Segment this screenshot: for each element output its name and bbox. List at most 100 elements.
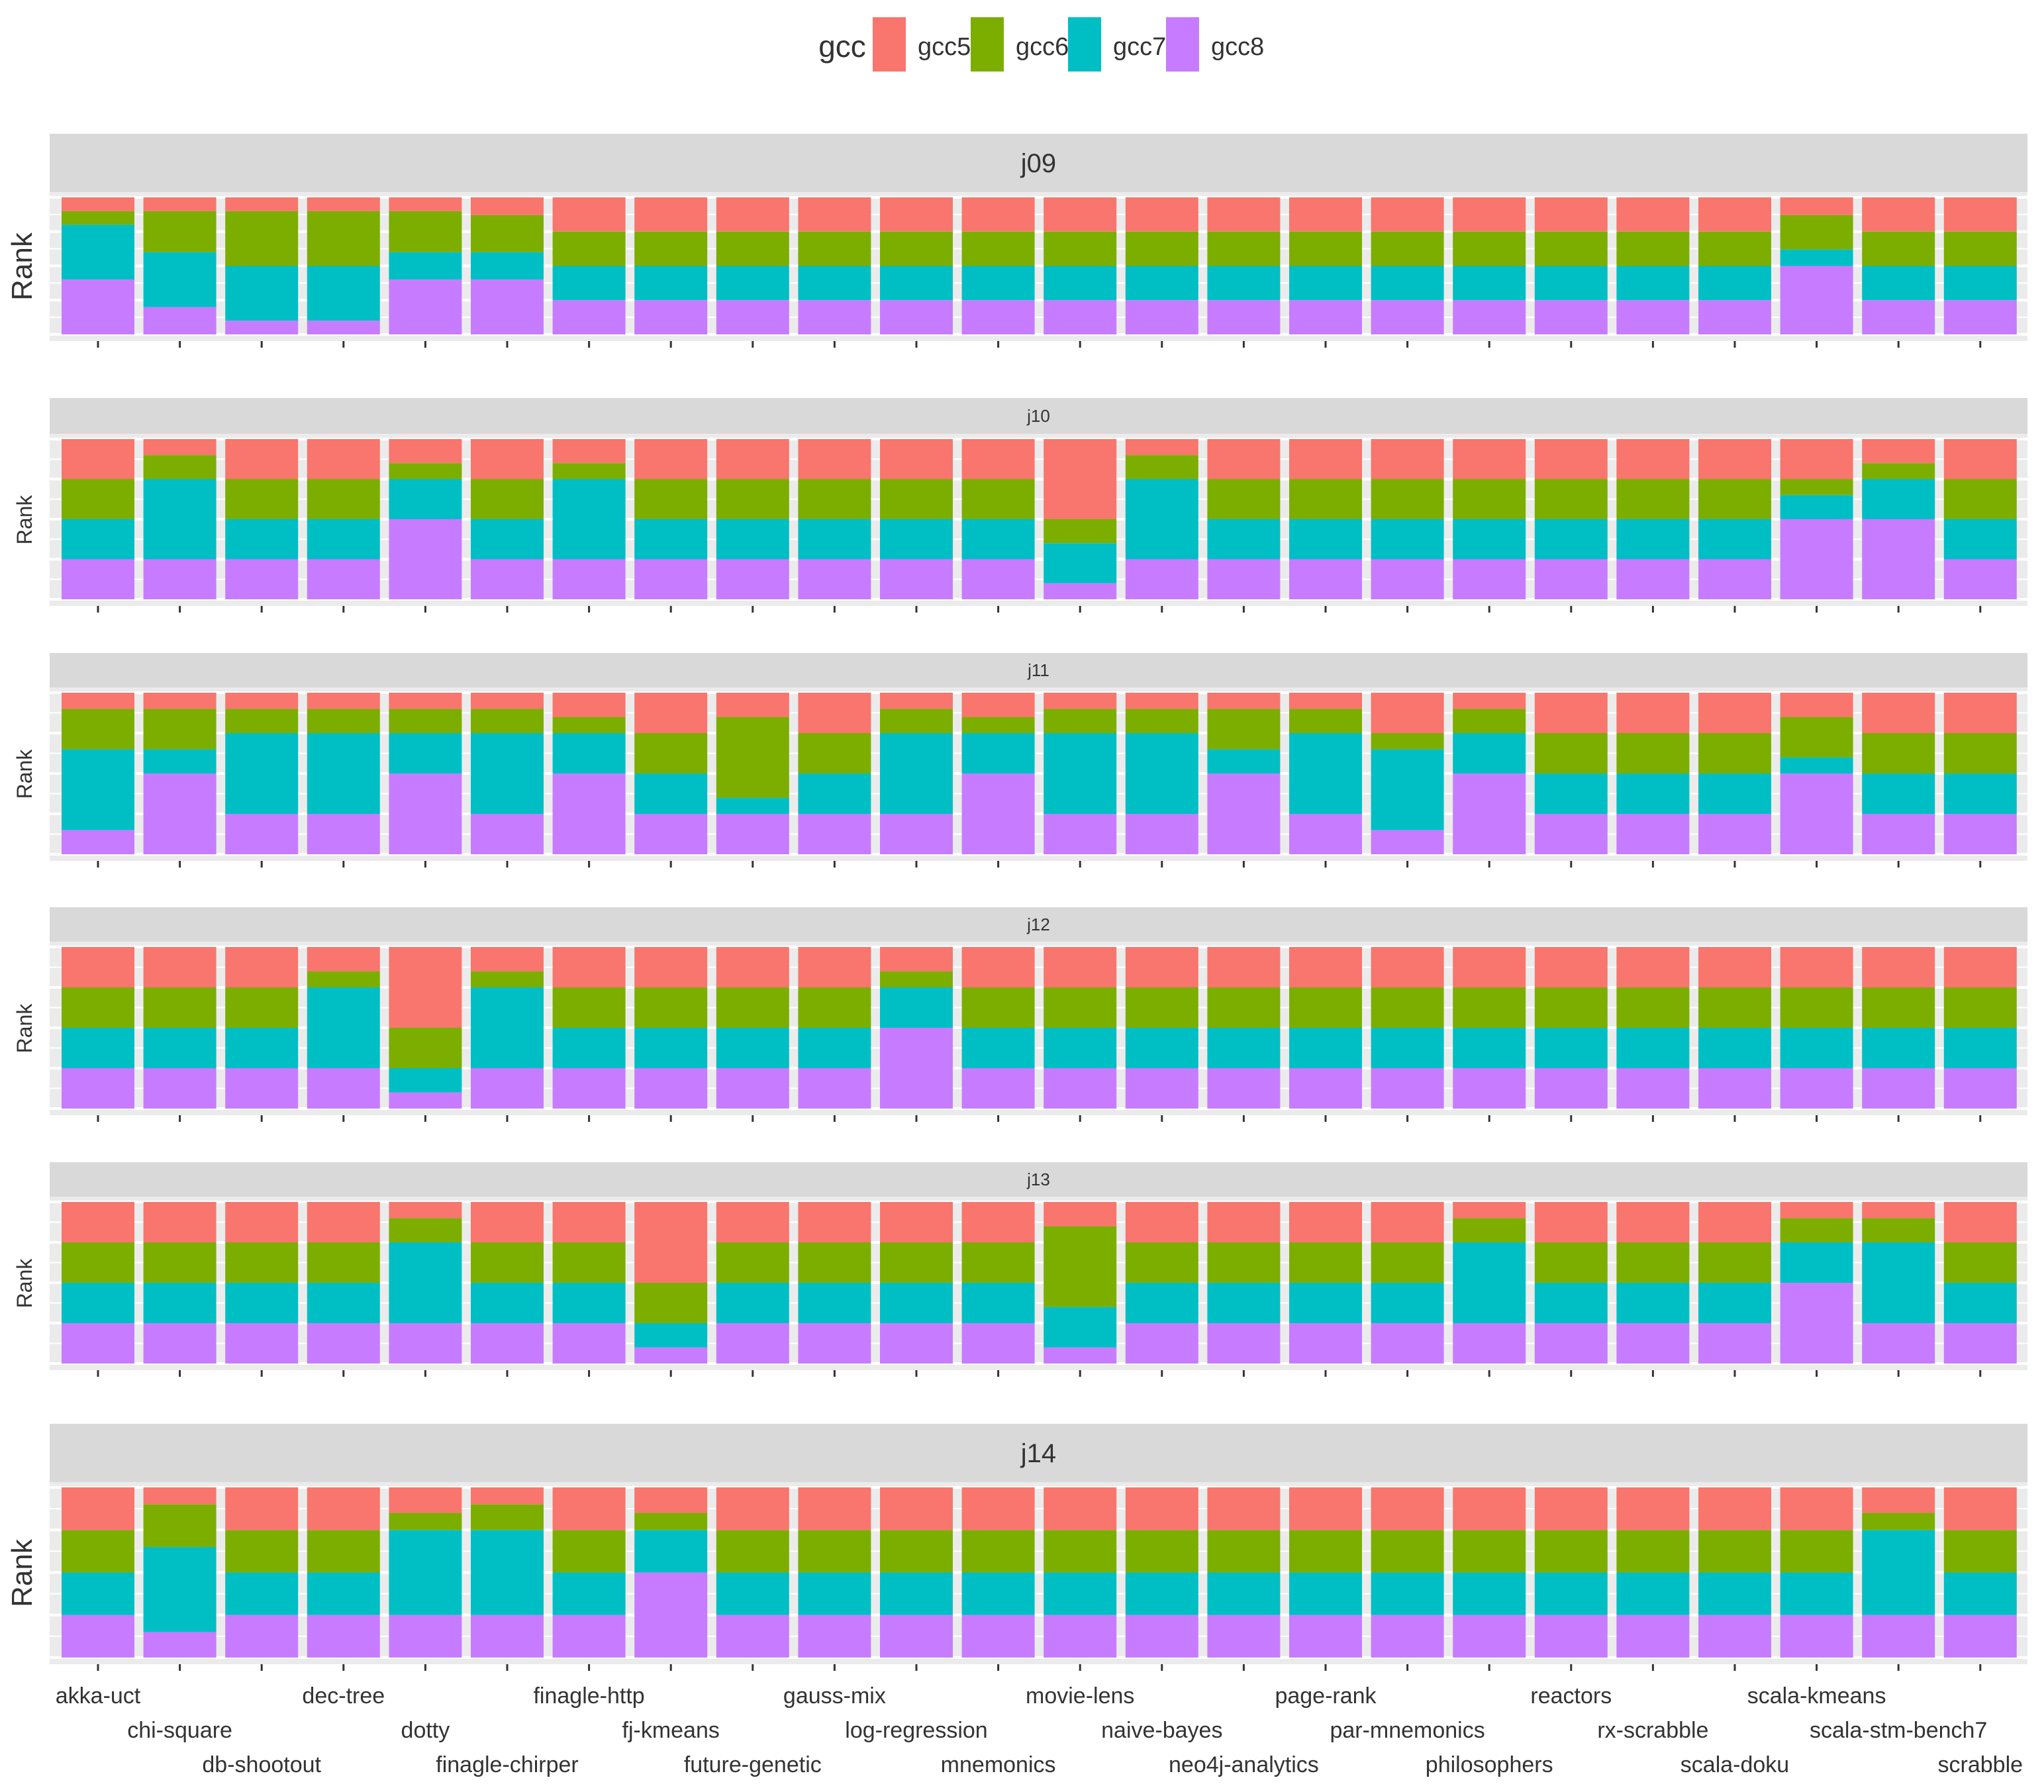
facet-title: j12: [1026, 915, 1050, 934]
bar-segment-gcc5: [1125, 947, 1198, 987]
bar-segment-gcc5: [389, 1487, 462, 1513]
bar-segment-gcc8: [62, 1068, 134, 1109]
bar-segment-gcc5: [1371, 693, 1444, 733]
bar-segment-gcc5: [716, 947, 789, 987]
bar-segment-gcc7: [961, 1572, 1035, 1615]
bar-segment-gcc6: [1862, 987, 1935, 1028]
bar-segment-gcc7: [1780, 495, 1853, 519]
x-tick-label: rx-scrabble: [1597, 1718, 1708, 1743]
bar-segment-gcc5: [1616, 693, 1690, 733]
bar-segment-gcc8: [634, 1347, 708, 1364]
bar-segment-gcc6: [1862, 1218, 1935, 1242]
bar-segment-gcc7: [1044, 1572, 1117, 1615]
bar-segment-gcc8: [634, 1572, 708, 1658]
bar-segment-gcc6: [880, 231, 953, 266]
bar-segment-gcc7: [143, 479, 217, 560]
bar-segment-gcc5: [1044, 197, 1117, 232]
bar-segment-gcc8: [225, 559, 299, 599]
bar-segment-gcc8: [880, 1028, 953, 1109]
bar-segment-gcc6: [1289, 1530, 1362, 1573]
bar-segment-gcc5: [143, 693, 217, 709]
bar-segment-gcc5: [1125, 439, 1198, 456]
bar-segment-gcc8: [798, 1323, 871, 1364]
bar-segment-gcc6: [552, 1530, 626, 1573]
bar-segment-gcc7: [880, 733, 953, 814]
bar-segment-gcc5: [552, 1487, 626, 1530]
bar-segment-gcc8: [1289, 1615, 1362, 1658]
bar-segment-gcc6: [1125, 709, 1198, 733]
bar-segment-gcc8: [62, 279, 134, 334]
bar-segment-gcc8: [225, 321, 299, 334]
bar-segment-gcc6: [716, 479, 789, 519]
bar-segment-gcc7: [1862, 1028, 1935, 1068]
x-tick-label: gauss-mix: [783, 1683, 886, 1709]
bar-segment-gcc8: [716, 300, 789, 334]
bar-segment-gcc6: [1862, 1513, 1935, 1530]
bar-segment-gcc7: [1698, 519, 1771, 560]
bar-segment-gcc7: [1943, 266, 2017, 301]
bar-segment-gcc6: [1289, 709, 1362, 733]
bar-segment-gcc8: [1207, 1323, 1281, 1364]
bar-segment-gcc7: [716, 266, 789, 301]
bar-segment-gcc6: [961, 231, 1035, 266]
bar-segment-gcc7: [961, 1028, 1035, 1068]
bar-segment-gcc7: [1371, 519, 1444, 560]
bar-segment-gcc6: [634, 733, 708, 773]
bar-segment-gcc8: [62, 1615, 134, 1658]
bar-segment-gcc6: [634, 1513, 708, 1530]
bar-segment-gcc6: [1534, 479, 1608, 519]
bar-segment-gcc8: [1371, 300, 1444, 334]
bar-segment-gcc6: [798, 1530, 871, 1573]
bar-segment-gcc5: [307, 1487, 380, 1530]
bar-segment-gcc6: [1371, 231, 1444, 266]
bar-segment-gcc8: [225, 1323, 299, 1364]
bar-segment-gcc5: [1371, 1487, 1444, 1530]
bar-segment-gcc7: [1534, 266, 1608, 301]
bar-segment-gcc5: [1534, 197, 1608, 232]
bar-segment-gcc5: [389, 1202, 462, 1219]
bar-segment-gcc8: [1780, 266, 1853, 334]
bar-segment-gcc7: [1616, 266, 1690, 301]
bar-segment-gcc6: [1943, 987, 2017, 1028]
bar-segment-gcc7: [1044, 1028, 1117, 1068]
bar-segment-gcc6: [1044, 1226, 1117, 1307]
bar-segment-gcc6: [143, 211, 217, 252]
bar-segment-gcc5: [225, 1487, 299, 1530]
bar-segment-gcc5: [471, 947, 544, 971]
bar-segment-gcc5: [1289, 1202, 1362, 1242]
bar-segment-gcc8: [143, 1068, 217, 1109]
bar-segment-gcc8: [1943, 814, 2017, 854]
bar-segment-gcc8: [389, 1323, 462, 1364]
bar-segment-gcc6: [471, 709, 544, 733]
bar-segment-gcc5: [62, 197, 134, 211]
bar-segment-gcc8: [961, 559, 1035, 599]
facet-title: j10: [1026, 406, 1050, 426]
bar-segment-gcc5: [880, 947, 953, 971]
bar-segment-gcc8: [961, 1615, 1035, 1658]
bar-segment-gcc7: [716, 797, 789, 814]
y-axis-label: Rank: [13, 749, 36, 799]
bar-segment-gcc6: [1616, 733, 1690, 773]
bar-segment-gcc6: [634, 231, 708, 266]
bar-segment-gcc7: [552, 1283, 626, 1323]
bar-segment-gcc8: [552, 300, 626, 334]
bar-segment-gcc5: [1943, 439, 2017, 479]
bar-segment-gcc6: [1207, 709, 1281, 750]
bar-segment-gcc7: [1780, 1028, 1853, 1068]
bar-segment-gcc5: [716, 439, 789, 479]
bar-segment-gcc6: [307, 479, 380, 519]
bar-segment-gcc8: [1207, 1615, 1281, 1658]
bar-segment-gcc5: [471, 439, 544, 479]
bar-segment-gcc7: [880, 266, 953, 301]
bar-segment-gcc8: [1943, 300, 2017, 334]
bar-segment-gcc5: [634, 439, 708, 479]
bar-segment-gcc6: [1289, 987, 1362, 1028]
bar-segment-gcc5: [1207, 197, 1281, 232]
bar-segment-gcc6: [1207, 1242, 1281, 1283]
bar-segment-gcc7: [1453, 266, 1526, 301]
bar-segment-gcc8: [1453, 559, 1526, 599]
bar-segment-gcc7: [1125, 1572, 1198, 1615]
bar-segment-gcc7: [62, 1572, 134, 1615]
bar-segment-gcc7: [1125, 733, 1198, 814]
